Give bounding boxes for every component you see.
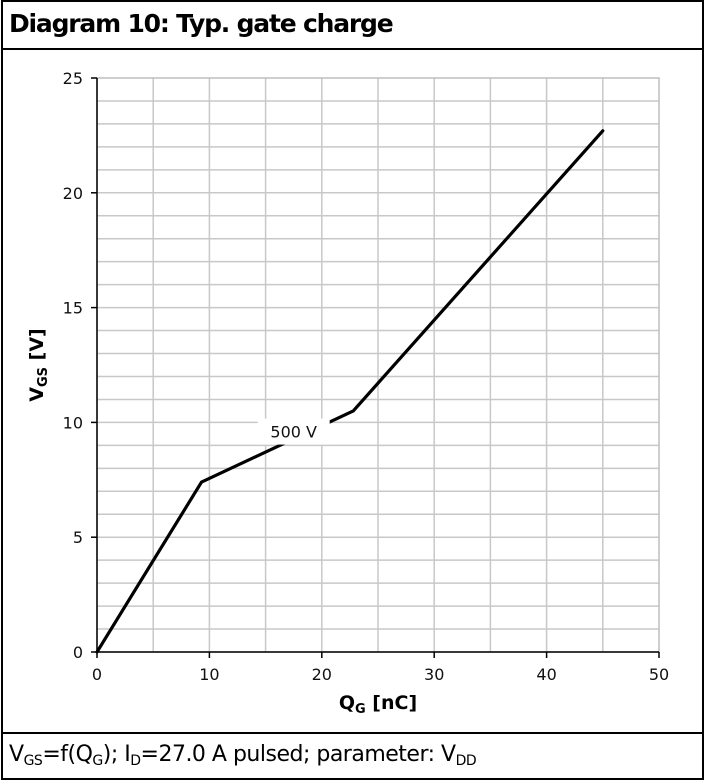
series (95, 129, 605, 654)
x-axis-title: QG [nC] (339, 692, 417, 717)
x-tick-label: 50 (649, 665, 669, 684)
x-tick-label: 0 (92, 665, 102, 684)
diagram-caption: VGS=f(QG); ID=27.0 A pulsed; parameter: … (9, 742, 477, 769)
caption-part: V (9, 742, 24, 767)
annotation-background (257, 418, 330, 445)
diagram-title: Diagram 10: Typ. gate charge (9, 9, 394, 38)
title-bar: Diagram 10: Typ. gate charge (3, 2, 702, 50)
y-tick-label: 0 (73, 643, 83, 662)
y-tick-label: 15 (63, 299, 83, 318)
tick-labels: 0 10 20 30 40 50 0 5 10 15 20 25 (63, 69, 670, 684)
caption-sub: DD (455, 753, 477, 769)
x-tick-label: 30 (424, 665, 444, 684)
axes (91, 77, 660, 658)
y-axis-title-unit: [V] (26, 328, 48, 367)
caption-bar: VGS=f(QG); ID=27.0 A pulsed; parameter: … (3, 732, 702, 778)
x-axis-title-main: Q (339, 692, 355, 714)
y-tick-label: 25 (63, 69, 83, 88)
caption-part: =f(Q (42, 742, 93, 767)
annotations: 500 V (257, 418, 330, 445)
y-axis-title: VGS [V] (26, 328, 51, 401)
caption-sub: G (92, 753, 103, 769)
x-tick-label: 40 (536, 665, 556, 684)
x-tick-label: 10 (199, 665, 219, 684)
x-axis-title-sub: G (355, 702, 366, 717)
series-label: 500 V (270, 423, 317, 442)
y-axis-title-sub: GS (36, 367, 51, 387)
x-axis-title-unit: [nC] (366, 692, 417, 714)
grid (97, 78, 659, 652)
series-line (95, 129, 605, 654)
y-tick-label: 10 (63, 413, 83, 432)
caption-part: ); I (102, 742, 131, 767)
caption-sub: D (130, 753, 141, 769)
y-tick-label: 20 (63, 184, 83, 203)
caption-part: =27.0 A pulsed; parameter: V (140, 742, 457, 767)
caption-sub: GS (23, 753, 43, 769)
x-tick-label: 20 (312, 665, 332, 684)
y-axis-title-main: V (26, 387, 48, 402)
y-tick-label: 5 (73, 528, 83, 547)
